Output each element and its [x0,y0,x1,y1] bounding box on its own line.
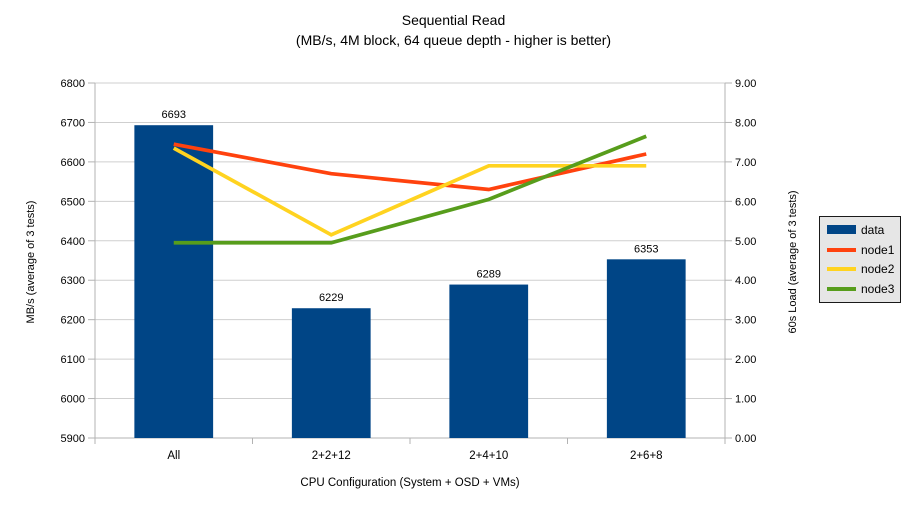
right-axis-tick-label: 1.00 [735,394,756,406]
left-axis-tick-label: 6300 [61,275,85,287]
legend-item-node1: node1 [827,244,898,256]
left-axis-tick-label: 6700 [61,117,85,129]
line-node1 [173,142,647,192]
bar-value-label: 6229 [319,292,343,304]
bar-value-label: 6353 [634,243,658,255]
left-axis-tick-label: 6100 [61,354,85,366]
left-axis-tick-label: 6500 [61,196,85,208]
bar [449,284,529,438]
legend-swatch-node2 [827,267,856,272]
right-axis-tick-label: 8.00 [735,117,756,129]
bar [606,259,686,438]
legend-swatch-data [827,225,856,235]
legend-label: node3 [861,282,895,297]
right-axis-tick-label: 7.00 [735,157,756,169]
left-axis-tick-label: 6800 [61,78,85,90]
right-axis-tick-label: 4.00 [735,275,756,287]
x-axis-title: CPU Configuration (System + OSD + VMs) [300,477,520,489]
legend-item-data: data [827,224,898,236]
line-node3 [173,134,647,245]
right-axis-tick-label: 0.00 [735,433,756,445]
legend: data node1 node2 node3 [819,216,901,303]
chart-subtitle: (MB/s, 4M block, 64 queue depth - higher… [295,32,612,48]
bar [291,308,371,438]
legend-item-node2: node2 [827,263,898,275]
legend-label: node2 [861,262,895,277]
legend-swatch-node3 [827,287,856,292]
bar [134,125,214,438]
legend-label: node1 [861,242,895,257]
right-axis-tick-label: 9.00 [735,78,756,90]
left-axis-tick-label: 6600 [61,157,85,169]
right-axis-title: 60s Load (average of 3 tests) [787,190,799,334]
left-axis-tick-label: 6400 [61,236,85,248]
legend-label: data [861,222,885,237]
bar-value-label: 6289 [477,269,501,281]
legend-item-node3: node3 [827,283,898,295]
right-axis-tick-label: 3.00 [735,315,756,327]
x-category-label: 2+4+10 [469,450,508,462]
right-axis-tick-label: 6.00 [735,196,756,208]
right-axis-tick-label: 2.00 [735,354,756,366]
x-category-label: 2+2+12 [312,450,351,462]
x-category-label: All [167,450,180,462]
right-axis-tick-label: 5.00 [735,236,756,248]
left-axis-tick-label: 6000 [61,394,85,406]
x-category-label: 2+6+8 [630,450,663,462]
legend-swatch-node1 [827,247,856,252]
left-axis-title: MB/s (average of 3 tests) [25,200,37,324]
chart-title: Sequential Read [401,12,506,28]
left-axis-tick-label: 5900 [61,433,85,445]
left-axis-tick-label: 6200 [61,315,85,327]
bar-value-label: 6693 [162,109,186,121]
